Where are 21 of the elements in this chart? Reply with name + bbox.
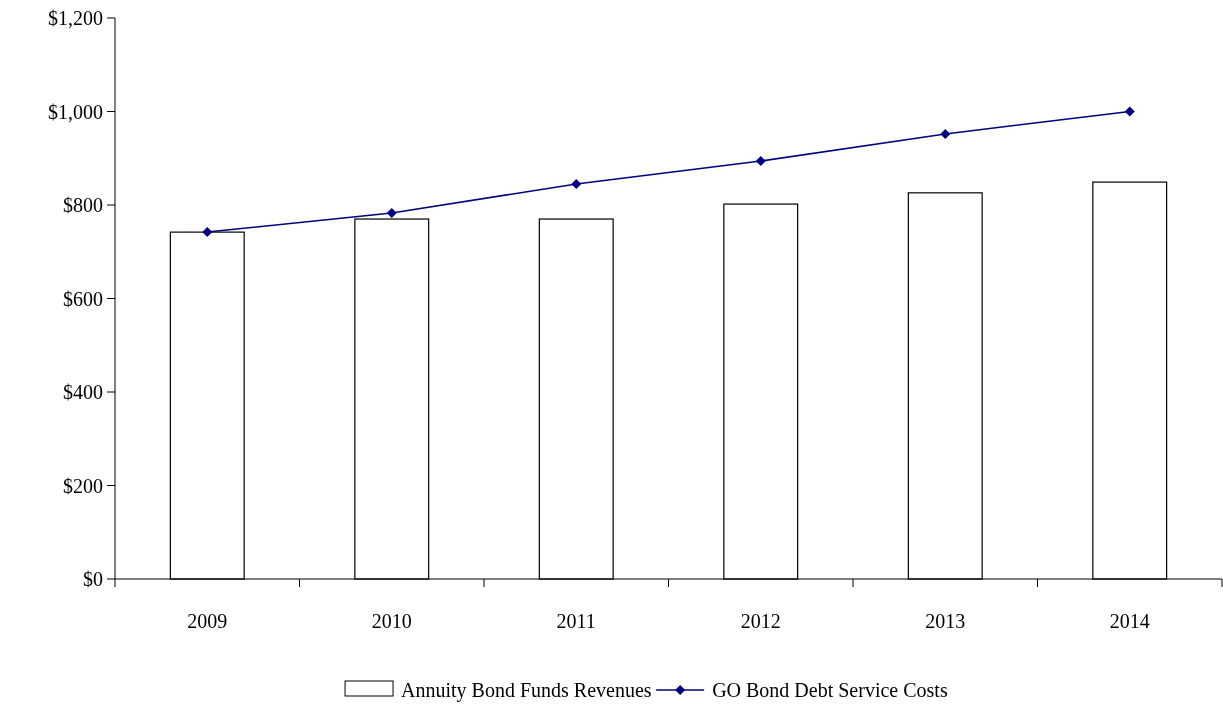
y-tick-label: $200 — [63, 474, 103, 497]
x-tick-label: 2009 — [187, 610, 228, 632]
point — [755, 156, 766, 167]
x-tick-label: 2014 — [1109, 610, 1150, 632]
point — [571, 178, 582, 189]
y-tick-label: $0 — [83, 568, 103, 590]
x-tick-label: 2013 — [925, 610, 966, 632]
point — [202, 227, 213, 238]
x-tick-label: 2010 — [371, 610, 412, 632]
x-tick-label: 2012 — [740, 610, 781, 632]
x-tick-label: 2011 — [556, 610, 596, 632]
point — [386, 207, 397, 218]
y-tick-label: $800 — [63, 194, 103, 216]
y-tick-label: $1,000 — [48, 100, 103, 123]
point — [940, 128, 951, 139]
point — [1124, 106, 1135, 117]
y-tick-label: $600 — [63, 287, 103, 310]
legend-label: GO Bond Debt Service Costs — [712, 679, 948, 701]
y-tick-label: $400 — [63, 381, 103, 403]
y-tick-label: $1,200 — [48, 7, 103, 29]
legend-label: Annuity Bond Funds Revenues — [401, 679, 652, 702]
